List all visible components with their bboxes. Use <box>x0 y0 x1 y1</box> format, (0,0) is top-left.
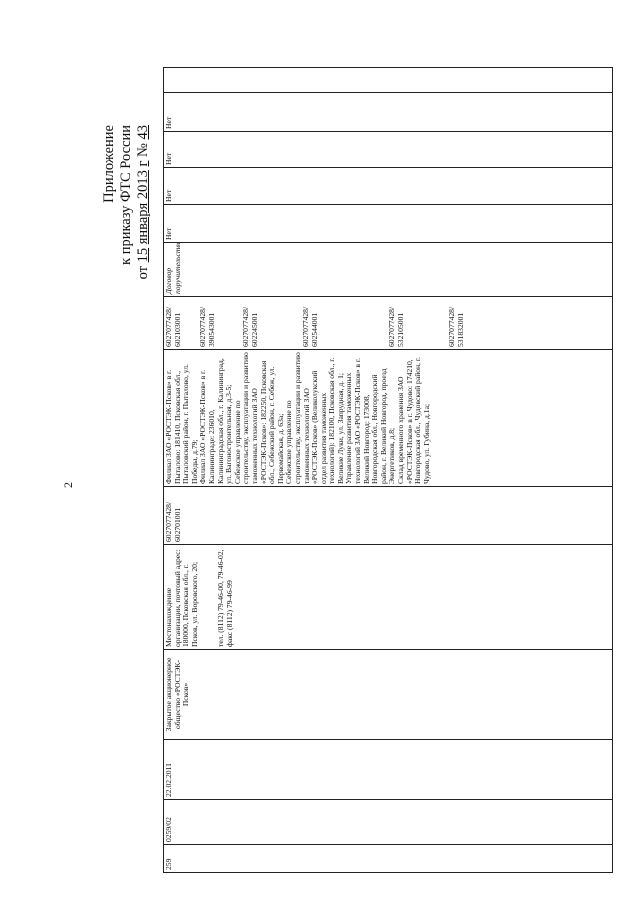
flag-2: Нет <box>163 167 613 205</box>
row-index: 259 <box>163 844 613 873</box>
branches-inn-cell: 6027077428/ 602103001 6027077428/ 390543… <box>163 296 613 350</box>
order-header: Приложение к приказу ФТС России от 15 ян… <box>101 125 152 325</box>
org-inn-kpp: 6027077428/ 602701001 <box>163 486 613 545</box>
branch-inn: 6027077428/ 390543001 <box>198 306 216 347</box>
order-number: 43 <box>135 125 151 140</box>
flag-1: Нет <box>163 204 613 243</box>
empty-cell <box>163 67 613 93</box>
branch-inn: 6027077428/ 531832001 <box>447 306 465 347</box>
registry-table: 259 0259/02 22.02.2011 Закрытое акционер… <box>163 67 613 873</box>
branch-inn: 6027077428/ 602544001 <box>301 306 319 347</box>
branch: Филиал ЗАО «РОСТЭК-Псков» в г. Пыталово:… <box>164 364 199 484</box>
flag-4: Нет <box>163 92 613 132</box>
branch-inn: 6027077428/ 602245001 <box>241 306 259 347</box>
branches-cell: Филиал ЗАО «РОСТЭК-Псков» в г. Пыталово:… <box>163 349 613 487</box>
guarantee-type: Договор поручительства <box>163 242 613 297</box>
reg-number: 0259/02 <box>163 799 613 845</box>
org-address: Местонахождение организации, почтовый ад… <box>163 544 613 650</box>
branch: Управление развития таможенных технологи… <box>344 357 397 484</box>
branch: Себежское управление по строительству, э… <box>232 352 285 484</box>
branch: Склад временного хранения ЗАО «РОСТЭК-Пс… <box>396 356 431 484</box>
org-phones: тел. (8112) 79-46-00, 79-46-02, факс (81… <box>216 549 234 647</box>
org-name: Закрытое акционерное общество «РОСТЭК-Пс… <box>163 649 613 740</box>
header-line-3: от 15 января 2013 г № 43 <box>135 125 151 280</box>
order-day: 15 <box>135 247 151 263</box>
page-number: 2 <box>61 482 75 488</box>
branch: Филиал ЗАО «РОСТЭК-Псков» в г. Калинингр… <box>198 358 234 484</box>
header-line-2: к приказу ФТС России <box>118 125 134 265</box>
reg-date: 22.02.2011 <box>163 739 613 800</box>
flag-3: Нет <box>163 131 613 168</box>
branch: Себежское управление по строительству, э… <box>284 352 345 484</box>
order-month-year: января 2013 <box>135 170 151 245</box>
branch-inn: 6027077428/ 532105001 <box>387 306 405 347</box>
rotated-page: 2 Приложение к приказу ФТС России от 15 … <box>61 67 613 873</box>
branch-inn: 6027077428/ 602103001 <box>164 306 182 347</box>
table-row: 259 0259/02 22.02.2011 Закрытое акционер… <box>163 67 613 873</box>
header-line-1: Приложение <box>101 125 117 203</box>
